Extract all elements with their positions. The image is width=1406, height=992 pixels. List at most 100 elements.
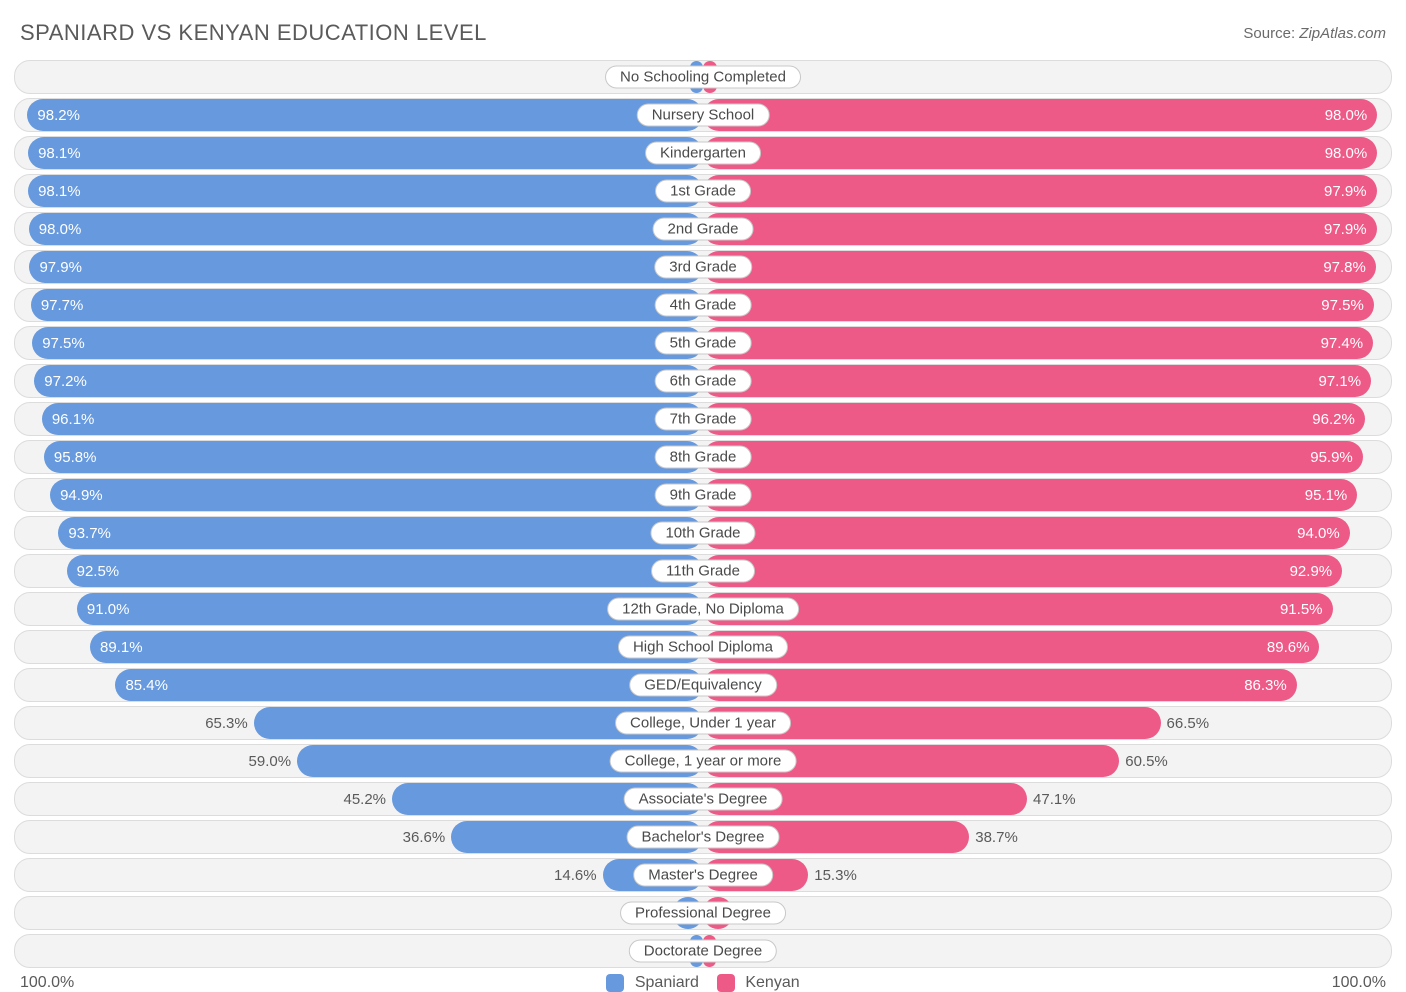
chart-row: 94.9% 95.1% 9th Grade (14, 478, 1392, 512)
row-category-label: 1st Grade (655, 180, 751, 203)
chart-row: 1.9%2.0%No Schooling Completed (14, 60, 1392, 94)
bar-right: 97.5% (703, 289, 1374, 321)
row-category-label: Master's Degree (633, 864, 773, 887)
chart-row: 36.6% 38.7% Bachelor's Degree (14, 820, 1392, 854)
row-category-label: Bachelor's Degree (627, 826, 780, 849)
chart-title: SPANIARD VS KENYAN EDUCATION LEVEL (20, 20, 487, 46)
row-category-label: College, Under 1 year (615, 712, 791, 735)
bar-right-value: 92.9% (1280, 563, 1343, 580)
bar-right-value: 98.0% (1315, 145, 1378, 162)
chart-row: 14.6%15.3%Master's Degree (14, 858, 1392, 892)
bar-right-value: 96.2% (1302, 411, 1365, 428)
row-category-label: No Schooling Completed (605, 66, 801, 89)
bar-left: 98.2% (27, 99, 703, 131)
chart-row: 45.2%47.1%Associate's Degree (14, 782, 1392, 816)
bar-right: 98.0% (703, 99, 1377, 131)
bar-left: 98.0% (29, 213, 703, 245)
chart-row: 98.1% 98.0% Kindergarten (14, 136, 1392, 170)
legend-label-right: Kenyan (745, 974, 799, 991)
row-category-label: 9th Grade (655, 484, 752, 507)
row-category-label: Associate's Degree (624, 788, 783, 811)
bar-right-value: 38.7% (969, 829, 1028, 846)
bar-right: 97.9% (703, 213, 1377, 245)
row-category-label: 4th Grade (655, 294, 752, 317)
row-category-label: Nursery School (637, 104, 770, 127)
legend-item-left: Spaniard (606, 974, 699, 992)
bar-left-value: 98.1% (28, 183, 91, 200)
bar-left-value: 45.2% (333, 791, 392, 808)
legend-swatch-left (606, 974, 624, 992)
bar-right-value: 97.4% (1311, 335, 1374, 352)
chart-row: 97.2%97.1%6th Grade (14, 364, 1392, 398)
bar-left: 89.1% (90, 631, 703, 663)
bar-right-value: 94.0% (1287, 525, 1350, 542)
bar-left: 98.1% (28, 175, 703, 207)
axis-max-left: 100.0% (20, 974, 74, 992)
diverging-bar-chart: 1.9%2.0%No Schooling Completed 98.2% 98.0%… (14, 60, 1392, 968)
bar-right: 94.0% (703, 517, 1350, 549)
row-category-label: 11th Grade (651, 560, 755, 583)
chart-row: 97.5% 97.4% 5th Grade (14, 326, 1392, 360)
chart-row: 59.0%60.5%College, 1 year or more (14, 744, 1392, 778)
bar-left-value: 65.3% (195, 715, 254, 732)
bar-left-value: 85.4% (115, 677, 178, 694)
bar-right: 92.9% (703, 555, 1342, 587)
bar-right-value: 97.1% (1309, 373, 1372, 390)
bar-left-value: 59.0% (239, 753, 298, 770)
bar-right: 98.0% (703, 137, 1377, 169)
bar-left-value: 89.1% (90, 639, 153, 656)
row-category-label: Professional Degree (620, 902, 786, 925)
bar-left: 92.5% (67, 555, 703, 587)
row-category-label: Kindergarten (645, 142, 761, 165)
chart-footer: 100.0% Spaniard Kenyan 100.0% (14, 974, 1392, 992)
bar-right: 97.4% (703, 327, 1373, 359)
row-category-label: GED/Equivalency (629, 674, 777, 697)
bar-left: 85.4% (115, 669, 703, 701)
legend-label-left: Spaniard (635, 974, 699, 991)
row-category-label: College, 1 year or more (610, 750, 797, 773)
row-category-label: 10th Grade (650, 522, 755, 545)
chart-row: 96.1%96.2%7th Grade (14, 402, 1392, 436)
bar-right-value: 97.8% (1313, 259, 1376, 276)
chart-row: 95.8% 95.9% 8th Grade (14, 440, 1392, 474)
bar-left: 97.7% (31, 289, 703, 321)
bar-left-value: 97.9% (29, 259, 92, 276)
bar-left: 96.1% (42, 403, 703, 435)
chart-source: Source: ZipAtlas.com (1243, 25, 1386, 42)
bar-left-value: 91.0% (77, 601, 140, 618)
bar-left: 97.5% (32, 327, 703, 359)
bar-left: 93.7% (58, 517, 703, 549)
bar-left-value: 95.8% (44, 449, 107, 466)
chart-row: 97.9%97.8%3rd Grade (14, 250, 1392, 284)
row-category-label: Doctorate Degree (629, 940, 777, 963)
bar-left: 97.9% (29, 251, 703, 283)
chart-legend: Spaniard Kenyan (606, 974, 799, 992)
bar-right-value: 86.3% (1234, 677, 1297, 694)
row-category-label: 6th Grade (655, 370, 752, 393)
legend-item-right: Kenyan (717, 974, 800, 992)
bar-right-value: 95.1% (1295, 487, 1358, 504)
bar-right-value: 97.9% (1314, 183, 1377, 200)
chart-row: 97.7% 97.5%4th Grade (14, 288, 1392, 322)
row-category-label: 8th Grade (655, 446, 752, 469)
bar-left-value: 98.1% (28, 145, 91, 162)
row-category-label: 2nd Grade (653, 218, 754, 241)
bar-right: 97.8% (703, 251, 1376, 283)
row-category-label: 12th Grade, No Diploma (607, 598, 799, 621)
bar-right-value: 97.9% (1314, 221, 1377, 238)
bar-left-value: 36.6% (393, 829, 452, 846)
bar-left-value: 96.1% (42, 411, 105, 428)
axis-max-right: 100.0% (1332, 974, 1386, 992)
bar-right-value: 95.9% (1300, 449, 1363, 466)
bar-left-value: 98.2% (27, 107, 90, 124)
bar-right: 95.9% (703, 441, 1363, 473)
bar-left: 94.9% (50, 479, 703, 511)
bar-left: 98.1% (28, 137, 703, 169)
bar-right: 97.1% (703, 365, 1371, 397)
bar-right: 86.3% (703, 669, 1297, 701)
bar-left-value: 97.7% (31, 297, 94, 314)
row-category-label: 5th Grade (655, 332, 752, 355)
bar-right-value: 89.6% (1257, 639, 1320, 656)
chart-row: 98.1% 97.9% 1st Grade (14, 174, 1392, 208)
bar-left-value: 14.6% (544, 867, 603, 884)
